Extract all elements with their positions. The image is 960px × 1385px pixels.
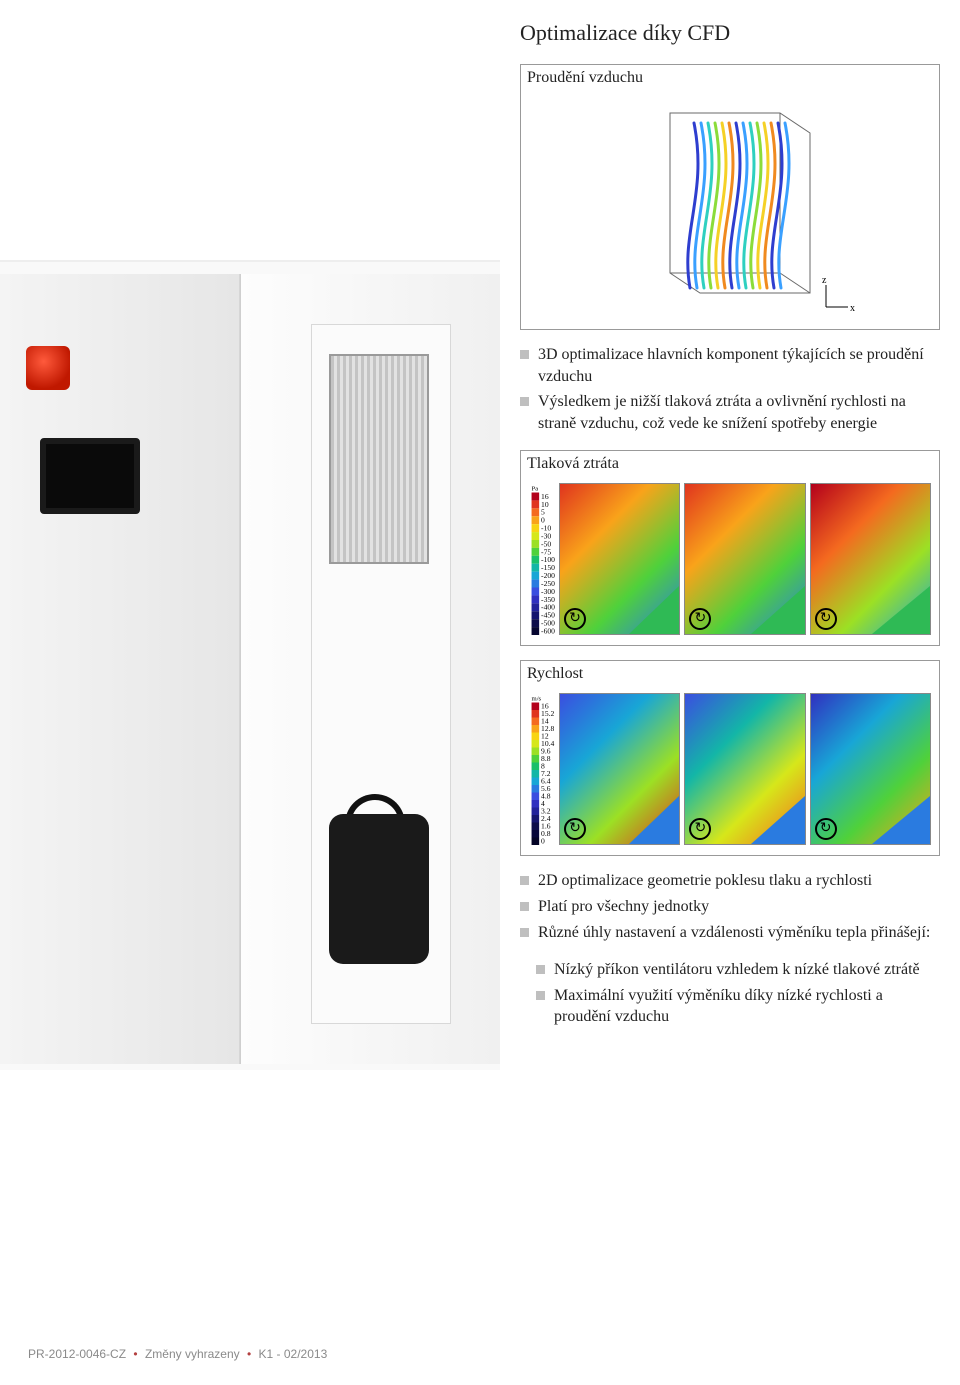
footer: PR-2012-0046-CZ • Změny vyhrazeny • K1 -…: [28, 1347, 327, 1361]
bullet-bottom-1: Platí pro všechny jednotky: [520, 896, 940, 918]
airflow-figure: Proudění vzduchu x z: [520, 64, 940, 330]
airflow-caption: Proudění vzduchu: [525, 67, 935, 93]
fan-icon: ↻: [564, 818, 586, 840]
page-title: Optimalizace díky CFD: [520, 20, 940, 46]
bullet-bottom-sub-1: Maximální využití výměníku díky nízké ry…: [536, 985, 940, 1028]
footer-rev: K1 - 02/2013: [259, 1347, 328, 1361]
footer-separator-2: •: [243, 1347, 255, 1361]
bullet-bottom-0: 2D optimalizace geometrie poklesu tlaku …: [520, 870, 940, 892]
svg-text:Pa: Pa: [532, 486, 539, 493]
bullet-bottom-2: Různé úhly nastavení a vzdálenosti výměn…: [520, 922, 940, 944]
bullet-top-1: Výsledkem je nižší tlaková ztráta a ovli…: [520, 391, 940, 434]
cabinet-body: [0, 274, 240, 1064]
fan-icon: ↻: [564, 608, 586, 630]
velocity-panels: m/s1615.21412.81210.49.68.887.26.45.64.8…: [525, 689, 935, 849]
bullet-bottom-sub-0: Nízký příkon ventilátoru vzhledem k nízk…: [536, 959, 940, 981]
bullets-top: 3D optimalizace hlavních komponent týkaj…: [520, 344, 940, 434]
touchscreen: [40, 438, 140, 514]
pressure-figure: Tlaková ztráta Pa161050-10-30-50-75-100-…: [520, 450, 940, 646]
axis-x-label: x: [850, 303, 855, 314]
electronics-rack: [329, 354, 429, 564]
bullets-bottom: 2D optimalizace geometrie poklesu tlaku …: [520, 870, 940, 943]
fan-icon: ↻: [689, 818, 711, 840]
footer-note: Změny vyhrazeny: [145, 1347, 240, 1361]
page: Optimalizace díky CFD Proudění vzduchu x…: [0, 0, 960, 1385]
velocity-pane-2: ↻: [684, 693, 805, 845]
product-photo: [0, 260, 500, 1070]
svg-text:m/s: m/s: [532, 696, 542, 703]
compressor: [329, 814, 429, 964]
velocity-pane-3: ↻: [810, 693, 931, 845]
fan-icon: ↻: [815, 818, 837, 840]
cfd-3d-plot: x z: [525, 93, 935, 323]
pressure-pane-2: ↻: [684, 483, 805, 635]
axis-z-label: z: [822, 275, 827, 286]
fan-icon: ↻: [689, 608, 711, 630]
pressure-panels: Pa161050-10-30-50-75-100-150-200-250-300…: [525, 479, 935, 639]
velocity-legend: m/s1615.21412.81210.49.68.887.26.45.64.8…: [529, 693, 555, 845]
svg-text:0: 0: [541, 837, 545, 846]
svg-text:-600: -600: [541, 627, 555, 636]
pressure-caption: Tlaková ztráta: [525, 453, 935, 479]
pressure-pane-3: ↻: [810, 483, 931, 635]
footer-separator-1: •: [129, 1347, 141, 1361]
text-column: Optimalizace díky CFD Proudění vzduchu x…: [520, 20, 940, 1044]
cfd-3d-svg: x z: [600, 93, 860, 323]
main-switch-knob: [26, 346, 70, 390]
velocity-figure: Rychlost m/s1615.21412.81210.49.68.887.2…: [520, 660, 940, 856]
pressure-pane-1: ↻: [559, 483, 680, 635]
velocity-pane-1: ↻: [559, 693, 680, 845]
footer-doc-id: PR-2012-0046-CZ: [28, 1347, 126, 1361]
cabinet-door: [240, 274, 500, 1064]
bullet-top-0: 3D optimalizace hlavních komponent týkaj…: [520, 344, 940, 387]
fan-icon: ↻: [815, 608, 837, 630]
bullets-bottom-sub: Nízký příkon ventilátoru vzhledem k nízk…: [536, 959, 940, 1028]
velocity-caption: Rychlost: [525, 663, 935, 689]
pressure-legend: Pa161050-10-30-50-75-100-150-200-250-300…: [529, 483, 555, 635]
